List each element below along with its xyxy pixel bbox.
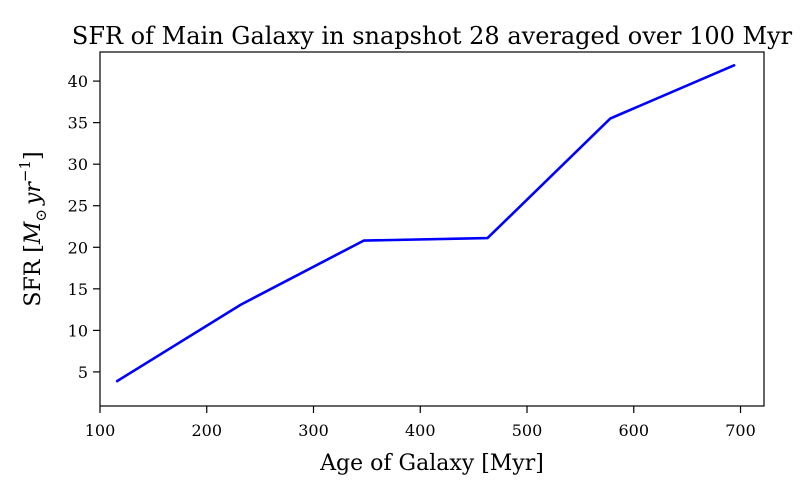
y-axis-label-unit: yr (21, 181, 46, 206)
x-tick-label: 400 (405, 421, 436, 440)
x-axis-label: Age of Galaxy [Myr] (319, 451, 544, 476)
y-tick-label: 25 (68, 197, 88, 216)
x-tick-label: 600 (618, 421, 649, 440)
plot-frame (99, 51, 765, 407)
y-tick-label: 5 (78, 363, 88, 382)
x-tick-label: 500 (512, 421, 543, 440)
y-axis-label-sun-symbol: ⊙ (32, 209, 50, 222)
y-tick-label: 40 (68, 72, 88, 91)
y-axis-label: SFR [M⊙ yr−1] (16, 151, 50, 306)
y-axis-label-symbol: M (21, 221, 46, 245)
chart-title: SFR of Main Galaxy in snapshot 28 averag… (72, 22, 793, 50)
y-tick-label: 35 (68, 114, 88, 133)
y-axis-label-text: SFR [ (21, 244, 46, 306)
x-tick-label: 700 (725, 421, 756, 440)
plot-area: 100 200 300 400 500 600 700 5 10 15 20 25 30 35 40 (68, 51, 765, 440)
x-tick-label: 200 (191, 421, 222, 440)
y-tick-label: 20 (68, 238, 88, 257)
y-axis-label-close: ] (21, 151, 46, 160)
series-line (115, 64, 736, 383)
y-axis-label-exponent: −1 (16, 160, 34, 182)
y-tick-label: 10 (68, 321, 88, 340)
y-tick-label: 30 (68, 155, 88, 174)
x-tick-label: 100 (85, 421, 116, 440)
y-tick-label: 15 (68, 280, 88, 299)
x-tick-label: 300 (298, 421, 329, 440)
